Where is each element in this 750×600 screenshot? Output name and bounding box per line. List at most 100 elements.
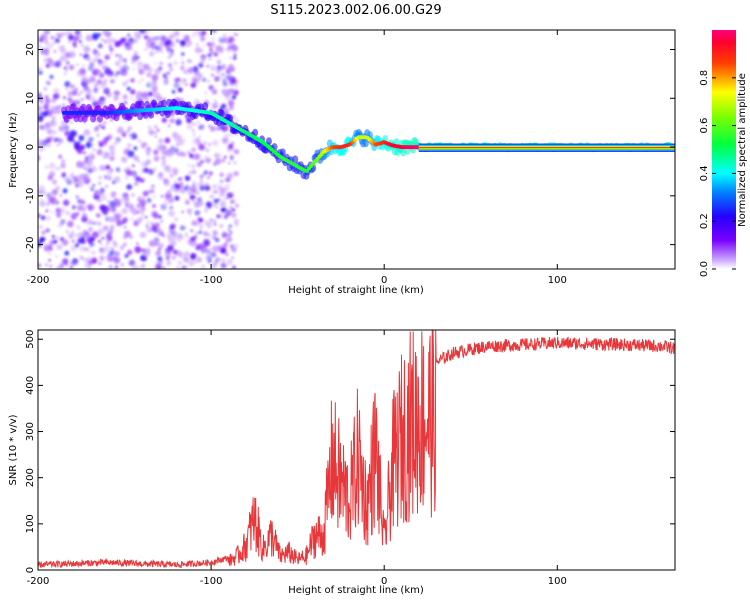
noise-speck (79, 53, 83, 56)
noise-speck (120, 68, 123, 71)
noise-speck (87, 65, 94, 71)
heatmap-x-axis-label: Height of straight line (km) (288, 285, 424, 296)
noise-speck (186, 40, 192, 47)
snr-series-line (38, 330, 675, 569)
noise-speck (92, 48, 98, 55)
noise-speck (139, 231, 147, 239)
noise-speck (232, 265, 236, 269)
noise-speck (228, 143, 234, 149)
noise-speck (165, 251, 172, 258)
noise-speck (44, 95, 49, 99)
noise-speck (155, 226, 162, 232)
noise-speck (78, 135, 85, 141)
noise-speck (183, 34, 191, 42)
noise-speck (208, 57, 212, 61)
noise-speck (166, 233, 173, 240)
noise-speck (179, 225, 186, 231)
noise-speck (220, 201, 227, 208)
noise-speck (200, 224, 203, 227)
noise-speck (147, 189, 152, 194)
noise-speck (123, 101, 128, 105)
noise-speck (104, 245, 110, 250)
noise-speck (61, 174, 65, 178)
noise-speck (206, 64, 210, 68)
noise-speck (100, 38, 105, 42)
noise-speck (169, 173, 174, 178)
noise-speck (166, 189, 172, 195)
noise-speck (44, 31, 47, 35)
noise-speck (126, 80, 129, 83)
noise-speck (214, 152, 222, 160)
noise-speck (157, 266, 161, 269)
noise-speck (88, 89, 92, 93)
noise-speck (231, 256, 234, 260)
noise-speck (105, 164, 111, 170)
noise-speck (173, 60, 178, 66)
noise-speck (167, 153, 172, 158)
noise-speck (177, 87, 183, 93)
noise-speck (173, 30, 180, 37)
noise-speck (233, 161, 237, 164)
noise-speck (62, 32, 66, 36)
noise-speck (202, 77, 207, 82)
noise-speck (229, 156, 234, 161)
noise-speck (114, 265, 119, 269)
noise-speck (56, 236, 59, 239)
noise-speck (204, 185, 211, 191)
noise-speck (216, 59, 222, 65)
noise-speck (151, 74, 159, 81)
noise-speck (227, 161, 231, 165)
noise-speck (174, 217, 178, 222)
noise-speck (126, 86, 131, 91)
noise-speck (66, 264, 69, 267)
noise-speck (224, 215, 227, 218)
noise-speck (166, 71, 170, 75)
noise-speck (161, 159, 166, 165)
noise-speck (133, 171, 138, 176)
noise-speck (219, 258, 222, 261)
noise-speck (227, 228, 231, 232)
noise-speck (167, 62, 172, 68)
noise-speck (110, 80, 113, 83)
noise-speck (165, 39, 173, 46)
noise-speck (143, 63, 150, 69)
noise-speck (64, 130, 70, 137)
noise-speck (125, 169, 132, 176)
noise-speck (136, 211, 140, 214)
noise-speck (187, 163, 191, 167)
noise-speck (233, 171, 239, 177)
noise-speck (222, 81, 228, 87)
noise-speck (188, 192, 191, 195)
noise-speck (160, 194, 164, 198)
noise-speck (96, 134, 99, 137)
noise-speck (210, 171, 214, 175)
noise-speck (39, 200, 46, 207)
noise-speck (131, 55, 138, 62)
noise-speck (138, 196, 141, 198)
noise-speck (127, 155, 131, 159)
ridge-halo (97, 114, 103, 123)
noise-speck (219, 172, 224, 178)
noise-speck (106, 170, 112, 176)
noise-speck (67, 34, 75, 41)
noise-speck (216, 70, 221, 75)
y-tick-label: 0 (25, 567, 36, 573)
noise-speck (201, 264, 205, 269)
noise-speck (196, 217, 203, 223)
noise-speck (215, 68, 218, 72)
noise-speck (204, 155, 207, 158)
noise-speck (76, 101, 80, 105)
noise-speck (86, 155, 93, 163)
noise-speck (134, 219, 138, 223)
noise-speck (79, 255, 84, 260)
noise-speck (133, 30, 141, 38)
noise-speck (162, 266, 166, 269)
noise-speck (221, 65, 226, 70)
noise-speck (220, 247, 227, 254)
colorbar-tick-label: 0.2 (699, 213, 710, 229)
noise-speck (130, 89, 136, 95)
noise-speck (83, 85, 90, 92)
figure-title: S115.2023.002.06.00.G29 (270, 3, 441, 18)
colorbar-tick-label: 0.6 (699, 118, 710, 134)
noise-speck (46, 81, 51, 86)
